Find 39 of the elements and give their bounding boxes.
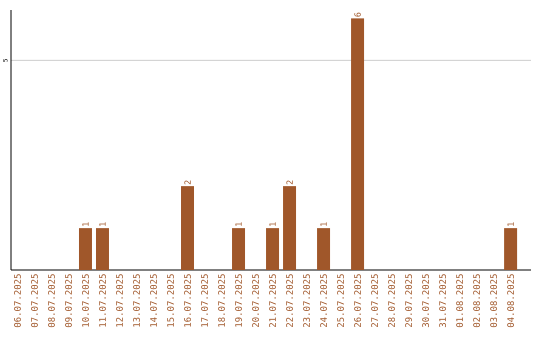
- x-tick-label: 07.07.2025: [31, 274, 38, 328]
- x-tick-label: 21.07.2025: [269, 274, 276, 328]
- x-tick-label: 31.07.2025: [439, 274, 446, 328]
- x-tick-label: 11.07.2025: [99, 274, 106, 327]
- x-tick-label: 16.07.2025: [184, 274, 191, 327]
- x-tick-label: 23.07.2025: [303, 274, 310, 328]
- x-tick-label: 10.07.2025: [82, 274, 89, 327]
- data-label: 1: [82, 222, 89, 226]
- x-tick-label: 13.07.2025: [133, 274, 140, 327]
- x-tick-label: 18.07.2025: [218, 274, 225, 327]
- data-label: 1: [99, 222, 106, 226]
- x-tick-label: 12.07.2025: [116, 274, 123, 327]
- data-label: 1: [320, 222, 327, 226]
- x-tick-label: 03.08.2025: [490, 274, 497, 328]
- x-tick-label: 28.07.2025: [388, 274, 395, 328]
- data-label: 2: [286, 180, 293, 184]
- x-tick-label: 14.07.2025: [150, 274, 157, 327]
- x-tick-label: 26.07.2025: [354, 274, 361, 328]
- x-tick-label: 27.07.2025: [371, 274, 378, 328]
- x-tick-label: 25.07.2025: [337, 274, 344, 328]
- x-tick-label: 08.07.2025: [48, 274, 55, 328]
- x-tick-label: 22.07.2025: [286, 274, 293, 328]
- x-tick-label: 30.07.2025: [422, 274, 429, 328]
- x-tick-label: 04.08.2025: [507, 274, 514, 328]
- data-label: 2: [184, 180, 191, 184]
- x-tick-label: 19.07.2025: [235, 274, 242, 327]
- x-tick-label: 02.08.2025: [473, 274, 480, 328]
- x-tick-label: 29.07.2025: [405, 274, 412, 328]
- data-label: 1: [235, 222, 242, 226]
- data-label: 1: [269, 222, 276, 226]
- data-label: 6: [354, 12, 361, 17]
- x-tick-label: 01.08.2025: [456, 274, 463, 328]
- x-tick-label: 17.07.2025: [201, 274, 208, 327]
- x-tick-label: 09.07.2025: [65, 274, 72, 328]
- x-tick-label: 24.07.2025: [320, 274, 327, 328]
- data-label: 1: [508, 222, 514, 226]
- x-tick-label: 06.07.2025: [14, 274, 21, 328]
- x-tick-label: 20.07.2025: [252, 274, 259, 328]
- x-tick-label: 15.07.2025: [167, 274, 174, 327]
